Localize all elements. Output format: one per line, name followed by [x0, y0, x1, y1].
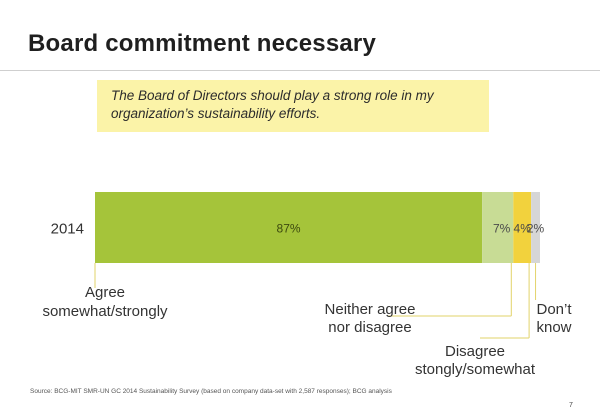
legend-label: Disagree: [445, 343, 505, 360]
source-note: Source: BCG-MIT SMR-UN GC 2014 Sustainab…: [30, 388, 392, 395]
data-label: 2%: [527, 222, 545, 236]
bar-segment: [95, 192, 483, 263]
title-divider: [0, 70, 600, 71]
data-label: 87%: [277, 222, 301, 236]
legend-label: stongly/somewhat: [415, 361, 536, 378]
legend-label: somewhat/strongly: [42, 303, 168, 320]
legend-label: Don’t: [536, 301, 572, 318]
page-number: 7: [569, 402, 573, 409]
statement-text: The Board of Directors should play a str…: [111, 88, 434, 121]
legend-label: Agree: [85, 284, 125, 301]
statement-callout: The Board of Directors should play a str…: [97, 80, 489, 132]
stacked-bar-chart: 2014 87% Agree somewhat/strongly 7% Neither a…: [42, 192, 572, 378]
bar-segment: [482, 192, 514, 263]
category-label: 2014: [51, 221, 84, 238]
legend-label: nor disagree: [328, 319, 411, 336]
data-label: 7%: [493, 222, 511, 236]
bar-segment: [513, 192, 532, 263]
legend-label: Neither agree: [325, 301, 416, 318]
data-label: 4%: [514, 222, 532, 236]
legend-label: know: [536, 319, 571, 336]
slide-title: Board commitment necessary: [28, 30, 376, 57]
bar-segment: [531, 192, 540, 263]
